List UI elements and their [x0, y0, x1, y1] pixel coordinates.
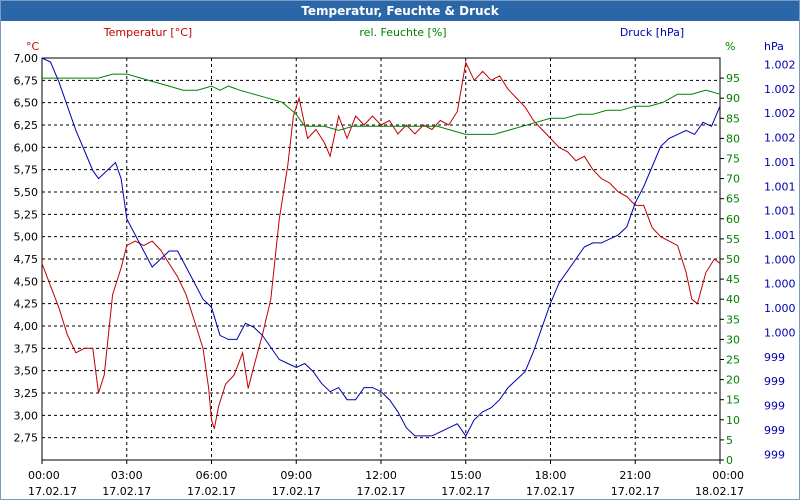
x-axis-date-label: 17.02.17 [357, 485, 406, 498]
pressure-line [41, 57, 721, 437]
grid [42, 57, 720, 460]
x-axis-date-label: 17.02.17 [28, 485, 77, 498]
right2-axis-tick: 999 [764, 448, 785, 461]
humidity-series-header: rel. Feuchte [%] [359, 26, 446, 39]
humidity-line [42, 73, 721, 135]
left-axis-unit: °C [26, 40, 40, 53]
right1-axis-tick: 90 [726, 92, 740, 105]
right1-axis-tick: 55 [726, 233, 740, 246]
right1-axis-tick: 10 [726, 414, 740, 427]
x-axis-time-label: 00:00 [712, 469, 744, 482]
right1-axis-tick: 40 [726, 293, 740, 306]
left-axis-tick: 3,00 [14, 409, 39, 422]
right2-axis-tick: 1.000 [764, 253, 796, 266]
x-axis-time-label: 00:00 [28, 469, 60, 482]
right1-axis-tick: 20 [726, 374, 740, 387]
right1-axis-tick: 30 [726, 333, 740, 346]
left-axis-tick: 6,00 [14, 141, 39, 154]
right1-axis-tick: 5 [726, 434, 733, 447]
right2-axis-tick: 1.002 [764, 58, 796, 71]
right2-axis-tick: 1.002 [764, 107, 796, 120]
axes-group: 7,00 6,75 6,50 6,25 6,00 5,75 5,50 5,25 5,00 4,75… [14, 52, 796, 498]
right2-axis-tick: 1.001 [764, 229, 796, 242]
x-axis-time-label: 06:00 [196, 469, 228, 482]
temperature-line [41, 60, 721, 429]
window-title: Temperatur, Feuchte & Druck [1, 1, 799, 21]
left-axis-tick: 4,50 [14, 275, 39, 288]
x-axis-date-label: 17.02.17 [102, 485, 151, 498]
right2-axis-tick: 1.001 [764, 180, 796, 193]
right2-axis-tick: 1.002 [764, 83, 796, 96]
left-axis-tick: 5,50 [14, 186, 39, 199]
right2-axis-tick: 999 [764, 351, 785, 364]
left-axis-tick: 4,00 [14, 320, 39, 333]
left-axis-tick: 5,00 [14, 231, 39, 244]
right2-axis-tick: 1.001 [764, 156, 796, 169]
x-axis-date-label: 17.02.17 [526, 485, 575, 498]
right2-axis-tick: 999 [764, 375, 785, 388]
left-axis-tick: 3,75 [14, 342, 39, 355]
x-axis-date-label: 18.02.17 [695, 485, 744, 498]
right2-axis-tick: 1.000 [764, 278, 796, 291]
right1-axis-tick: 75 [726, 153, 740, 166]
x-axis-time-label: 09:00 [280, 469, 312, 482]
right1-axis-tick: 70 [726, 173, 740, 186]
right1-axis-tick: 0 [726, 454, 733, 467]
left-axis-tick: 6,25 [14, 119, 39, 132]
left-axis-tick: 5,75 [14, 164, 39, 177]
left-axis-tick: 6,50 [14, 97, 39, 110]
left-axis-tick: 4,25 [14, 298, 39, 311]
x-axis-time-label: 12:00 [365, 469, 397, 482]
left-axis-tick: 3,50 [14, 365, 39, 378]
x-axis-time-label: 21:00 [619, 469, 651, 482]
right1-axis-tick: 35 [726, 313, 740, 326]
right2-axis-tick: 999 [764, 424, 785, 437]
right2-axis-unit: hPa [764, 40, 784, 53]
right1-axis-tick: 80 [726, 132, 740, 145]
right2-axis-tick: 999 [764, 400, 785, 413]
right1-axis-tick: 50 [726, 253, 740, 266]
temp-series-header: Temperatur [°C] [103, 26, 192, 39]
right1-axis-tick: 25 [726, 354, 740, 367]
right1-axis-tick: 60 [726, 213, 740, 226]
right1-axis-tick: 65 [726, 193, 740, 206]
right1-axis-tick: 15 [726, 394, 740, 407]
left-axis-tick: 5,25 [14, 208, 39, 221]
x-axis-date-label: 17.02.17 [272, 485, 321, 498]
right1-axis-tick: 45 [726, 273, 740, 286]
right2-axis-tick: 1.002 [764, 132, 796, 145]
x-axis-date-label: 17.02.17 [441, 485, 490, 498]
right1-axis-unit: % [725, 40, 735, 53]
x-axis-time-label: 15:00 [450, 469, 482, 482]
right2-axis-tick: 1.000 [764, 302, 796, 315]
left-axis-tick: 3,25 [14, 387, 39, 400]
x-axis-date-label: 17.02.17 [187, 485, 236, 498]
x-axis-time-label: 18:00 [535, 469, 567, 482]
right2-axis-tick: 1.000 [764, 326, 796, 339]
right2-axis-tick: 1.001 [764, 205, 796, 218]
right1-axis-tick: 85 [726, 112, 740, 125]
left-axis-tick: 7,00 [14, 52, 39, 65]
right1-axis-tick: 95 [726, 72, 740, 85]
pressure-series-header: Druck [hPa] [620, 26, 684, 39]
left-axis-tick: 6,75 [14, 74, 39, 87]
x-axis-time-label: 03:00 [111, 469, 143, 482]
series-group [41, 57, 721, 437]
left-axis-tick: 4,75 [14, 253, 39, 266]
left-axis-tick: 2,75 [14, 432, 39, 445]
x-axis-date-label: 17.02.17 [611, 485, 660, 498]
